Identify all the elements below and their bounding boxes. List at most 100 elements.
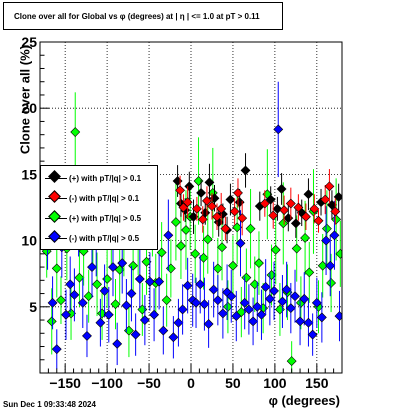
data-point [144,276,155,287]
data-layer [41,81,342,373]
data-point [264,293,275,304]
data-point [154,276,165,287]
data-point [172,176,183,186]
data-point [110,299,121,310]
timestamp: Sun Dec 1 09:33:48 2024 [3,400,96,409]
legend-label-neg-01: (-) with pT/|q| > 0.1 [69,193,140,203]
data-point [184,181,195,192]
data-point [193,176,204,186]
data-point [324,181,335,192]
data-point [225,194,236,205]
data-point [196,188,206,198]
data-point [208,284,219,295]
data-point [254,258,264,269]
data-point [321,235,331,246]
data-point [303,189,314,200]
data-point [128,260,139,271]
data-point [245,223,256,234]
data-point [176,240,186,251]
legend-entry-pos-05: (+) with pT/|q| > 0.5 [41,208,157,228]
data-point [228,260,238,271]
legend-marker-pos-01 [41,168,69,188]
data-point [260,282,271,292]
data-point [182,197,193,208]
x-tick-label: −100 [91,375,123,391]
data-point [77,297,88,308]
data-point [321,223,332,234]
data-point [293,202,304,213]
data-point [69,289,80,300]
data-point [74,272,85,283]
x-tick-label: −50 [137,375,161,391]
data-point [130,329,141,340]
data-point [299,293,310,304]
data-point [82,331,92,341]
axes: −150 −100 −50 0 50 100 150 5 10 15 20 25 [21,34,343,391]
data-point [291,243,302,254]
data-point [51,344,62,355]
data-point [161,295,172,306]
chart-title-box: Clone over all for Global vs φ (degrees)… [3,2,283,30]
data-point [137,304,148,315]
data-point [248,316,259,327]
data-point [270,244,281,255]
data-point [326,278,337,288]
legend-label-neg-05: (-) with pT/|q| > 0.5 [69,233,140,243]
legend: (+) with pT/|q| > 0.1 (-) with pT/|q| > … [40,165,158,250]
data-point [329,230,340,241]
data-point [249,279,260,290]
data-point [290,218,301,229]
data-point [195,279,206,290]
data-point [178,202,189,213]
data-point [304,267,315,278]
legend-entry-pos-01: (+) with pT/|q| > 0.1 [41,168,157,188]
data-point [168,332,179,343]
data-point [231,311,242,321]
data-point [56,295,66,306]
data-point [301,211,311,222]
data-point [286,356,297,367]
data-point [269,285,279,296]
data-point [259,198,270,209]
data-point [300,233,311,243]
data-point [121,300,132,311]
data-point [295,316,305,327]
data-point [311,297,322,308]
y-axis-label: Clone over all (%) [18,45,33,154]
data-point [134,274,145,284]
data-point [95,317,106,328]
data-point [212,263,223,274]
data-point [212,295,223,306]
data-point [87,262,97,273]
data-point [112,338,123,349]
data-point [281,284,292,295]
x-tick-label: 150 [305,375,329,391]
data-point [272,203,283,214]
data-point [268,210,279,221]
data-point [330,206,341,217]
data-point [165,263,176,274]
data-point [266,270,277,280]
x-axis-label: φ (degrees) [269,393,340,408]
data-point [99,285,110,296]
data-point [233,188,243,198]
chart-title: Clone over all for Global vs φ (degrees)… [14,11,260,21]
data-point [203,319,214,329]
data-point [175,185,186,196]
data-point [220,223,231,234]
legend-label-pos-05: (+) with pT/|q| > 0.5 [69,213,142,223]
data-point [117,258,128,269]
data-point [207,201,217,212]
data-point [212,211,222,222]
data-point [61,309,71,320]
data-point [65,279,76,290]
series-neg-01 [175,169,341,241]
legend-entry-neg-05: (-) with pT/|q| > 0.5 [41,228,157,248]
data-point [182,280,193,291]
data-point [202,195,212,206]
data-point [234,197,245,208]
data-point [290,291,300,302]
data-point [170,217,181,227]
data-point [103,309,114,320]
legend-marker-neg-05 [41,228,69,248]
